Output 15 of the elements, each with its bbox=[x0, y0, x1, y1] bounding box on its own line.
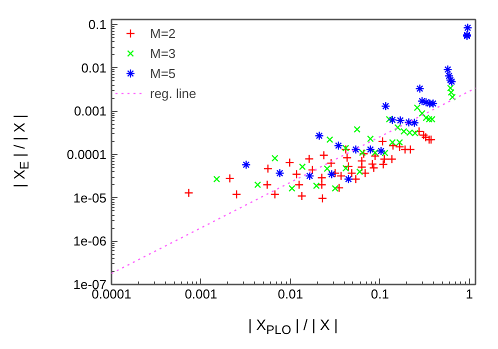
x-tick-label: 0.1 bbox=[370, 286, 389, 302]
y-tick-label: 1e-05 bbox=[73, 190, 106, 206]
y-tick-label: 1e-06 bbox=[73, 234, 106, 249]
y-tick-label: 0.0001 bbox=[66, 146, 107, 162]
legend-label: reg. line bbox=[150, 86, 196, 100]
legend-label: M=5 bbox=[150, 66, 176, 80]
x-tick-label: 0.001 bbox=[184, 286, 218, 302]
y-tick-label: 0.1 bbox=[88, 16, 107, 32]
y-tick-label: 0.001 bbox=[74, 104, 107, 119]
legend-label: M=3 bbox=[150, 46, 176, 60]
y-tick-label: 0.01 bbox=[81, 60, 107, 76]
x-tick-label: 0.01 bbox=[278, 286, 304, 302]
x-tick-label: 1 bbox=[466, 286, 474, 302]
x-axis-title: | X$_{PLO}$ | / | X | bbox=[248, 316, 338, 339]
legend-label: M=2 bbox=[150, 26, 176, 40]
